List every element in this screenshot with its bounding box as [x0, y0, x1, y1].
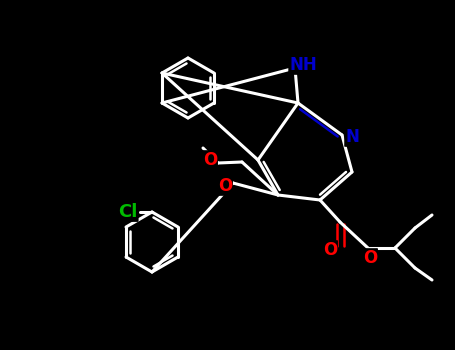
Text: N: N	[345, 128, 359, 146]
Text: O: O	[218, 177, 232, 195]
Text: O: O	[323, 241, 337, 259]
Text: NH: NH	[289, 56, 317, 74]
Text: O: O	[363, 249, 377, 267]
Text: Cl: Cl	[118, 203, 138, 221]
Text: O: O	[203, 151, 217, 169]
